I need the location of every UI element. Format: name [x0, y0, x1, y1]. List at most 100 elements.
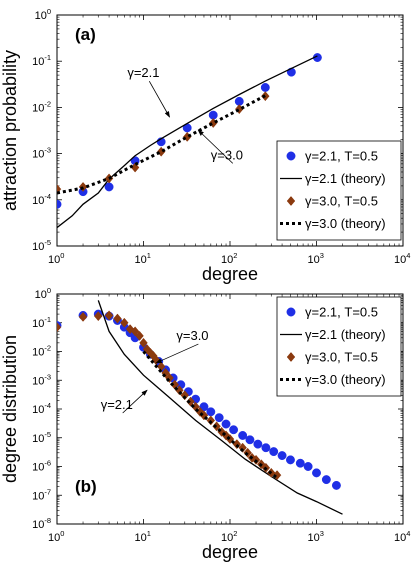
legend-entry: γ=2.1 (theory): [305, 327, 386, 342]
tick-base: 10: [32, 490, 44, 502]
x-tick-label: 101: [135, 251, 151, 266]
tick-base: 10: [32, 102, 44, 114]
data-point: [94, 311, 103, 322]
legend-box: [276, 140, 402, 241]
x-tick-label: 103: [308, 529, 324, 544]
tick-exponent: -3: [44, 372, 51, 381]
y-tick-label: 10-3: [32, 372, 51, 387]
y-tick-label: 10-1: [32, 53, 51, 68]
data-point: [261, 443, 271, 453]
annotation-label: γ=3.0: [176, 328, 208, 343]
data-point: [214, 413, 224, 423]
x-tick-label: 104: [394, 529, 410, 544]
tick-base: 10: [35, 10, 47, 22]
series-3: [57, 310, 282, 481]
y-tick-label: 10-8: [32, 516, 51, 531]
y-tick-label: 100: [35, 286, 51, 301]
x-tick-label: 104: [394, 251, 410, 266]
tick-exponent: 2: [233, 251, 237, 260]
tick-base: 10: [32, 56, 44, 68]
x-axis-label: degree: [202, 264, 258, 284]
tick-base: 10: [32, 195, 44, 207]
tick-exponent: -5: [44, 238, 51, 247]
y-tick-label: 10-6: [32, 459, 51, 474]
y-axis-label: attraction probability: [0, 50, 20, 211]
annotations: γ=3.0 γ=2.1: [101, 328, 209, 414]
series-4: [142, 350, 279, 480]
tick-base: 10: [394, 254, 406, 266]
tick-base: 10: [35, 289, 47, 301]
y-tick-label: 10-5: [32, 430, 51, 445]
tick-base: 10: [308, 254, 320, 266]
data-point: [269, 447, 279, 457]
annotation-label: γ=2.1: [127, 65, 159, 80]
y-tick-label: 10-2: [32, 99, 51, 114]
data-point: [312, 468, 321, 478]
tick-exponent: 3: [320, 251, 324, 260]
tick-exponent: -1: [44, 53, 51, 62]
series-line: [57, 55, 318, 229]
data-point: [57, 322, 62, 333]
annotation-arrow: [155, 343, 199, 364]
tick-base: 10: [48, 254, 60, 266]
legend-entry: γ=2.1, T=0.5: [305, 305, 378, 320]
tick-base: 10: [32, 519, 44, 531]
legend-swatch: [286, 352, 296, 362]
data-point: [165, 372, 174, 383]
tick-exponent: 4: [406, 529, 410, 538]
tick-exponent: -5: [44, 430, 51, 439]
plot-area: [57, 53, 322, 229]
tick-exponent: -2: [44, 99, 51, 108]
data-point: [238, 431, 248, 440]
annotation-arrow: [122, 389, 148, 414]
annotation-arrow: [148, 81, 170, 118]
y-tick-label: 10-4: [32, 401, 51, 416]
tick-exponent: -6: [44, 459, 51, 468]
legend-box: [276, 296, 402, 397]
tick-base: 10: [32, 241, 44, 253]
tick-base: 10: [32, 318, 44, 330]
tick-base: 10: [221, 532, 233, 544]
y-axis-label: degree distribution: [0, 335, 20, 483]
data-point: [135, 330, 144, 341]
data-point: [221, 419, 231, 429]
x-tick-label: 102: [221, 251, 237, 266]
y-tick-label: 10-2: [32, 344, 51, 359]
tick-exponent: 0: [47, 7, 51, 16]
y-tick-label: 10-1: [32, 315, 51, 330]
panel-label: (b): [75, 477, 97, 496]
tick-exponent: 1: [147, 529, 151, 538]
y-tick-label: 10-5: [32, 238, 51, 253]
data-point: [331, 480, 341, 490]
x-tick-label: 100: [48, 251, 64, 266]
data-point: [260, 83, 270, 92]
data-point: [295, 458, 305, 468]
data-point: [120, 317, 129, 328]
tick-exponent: 0: [47, 286, 51, 295]
y-tick-label: 10-7: [32, 487, 51, 502]
plot-area: [57, 300, 343, 515]
tick-base: 10: [32, 433, 44, 445]
tick-exponent: -4: [44, 192, 51, 201]
tick-base: 10: [394, 532, 406, 544]
data-point: [321, 475, 331, 485]
tick-base: 10: [135, 254, 147, 266]
tick-base: 10: [48, 532, 60, 544]
annotation-arrow: [197, 129, 234, 164]
legend: γ=2.1, T=0.5 γ=2.1 (theory) γ=3.0, T=0.5 γ=…: [276, 296, 402, 397]
tick-base: 10: [308, 532, 320, 544]
legend-swatch: [286, 196, 296, 206]
ticks: [56, 14, 404, 247]
data-point: [229, 425, 239, 435]
x-axis-label: degree: [202, 542, 258, 562]
tick-exponent: 3: [320, 529, 324, 538]
legend: γ=2.1, T=0.5 γ=2.1 (theory) γ=3.0, T=0.5 γ=…: [276, 140, 402, 241]
data-point: [303, 462, 313, 471]
data-point: [161, 367, 170, 378]
annotation-label: γ=3.0: [211, 147, 243, 162]
tick-base: 10: [32, 375, 44, 387]
legend-entry: γ=3.0 (theory): [305, 372, 386, 387]
tick-base: 10: [32, 404, 44, 416]
legend-swatch: [286, 151, 296, 161]
tick-exponent: -2: [44, 344, 51, 353]
